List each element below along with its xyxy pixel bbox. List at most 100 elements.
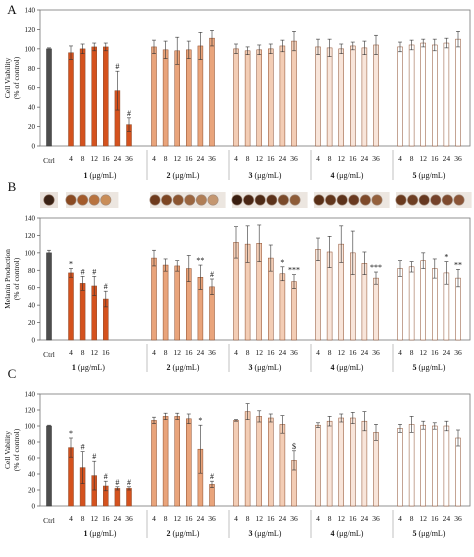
well: [77, 194, 89, 206]
well: [441, 194, 453, 206]
x-tick-label: 16: [267, 154, 275, 163]
data-bar: [408, 44, 415, 147]
data-bar: [256, 416, 262, 507]
x-tick-label: 36: [125, 514, 133, 523]
significance-mark: *: [444, 253, 448, 262]
group-number: 2: [167, 529, 171, 538]
x-tick-label: 36: [208, 348, 216, 357]
group-unit: (μg/mL): [171, 363, 200, 372]
y-tick-label: 0: [32, 337, 36, 345]
x-tick-label: 12: [173, 154, 181, 163]
x-tick-label: 16: [349, 154, 357, 163]
data-bar: [151, 420, 157, 507]
data-bar: [68, 272, 74, 341]
group-label: 4 (μg/mL): [331, 529, 364, 538]
x-tick-label: 12: [337, 348, 345, 357]
data-bar: [151, 257, 157, 341]
well: [336, 194, 348, 206]
plot-frame: [39, 217, 471, 341]
significance-mark: #: [81, 443, 85, 452]
data-bar: [197, 45, 204, 147]
y-tick-label: 40: [28, 104, 36, 112]
group-label: 2 (μg/mL): [167, 529, 200, 538]
data-bar: [443, 425, 450, 507]
data-bar: [244, 411, 251, 507]
x-tick-label: 4: [398, 154, 402, 163]
y-tick-label: 80: [28, 65, 36, 73]
x-tick-label: 12: [255, 154, 263, 163]
group-number: 4: [331, 171, 335, 180]
data-bar: [244, 50, 251, 147]
group-number: 4: [331, 363, 335, 372]
x-tick-label: 4: [398, 514, 402, 523]
x-tick-label: 16: [185, 154, 193, 163]
data-bar: [79, 283, 86, 341]
x-tick-label: 4: [316, 348, 320, 357]
y-tick-label: 100: [25, 423, 36, 431]
group-label: 1 (μg/mL): [84, 529, 117, 538]
y-tick-label: 100: [25, 249, 36, 257]
x-tick-label: 16: [102, 348, 110, 357]
data-bar: [279, 273, 286, 341]
group-unit: (μg/mL): [335, 171, 364, 180]
group-number: 1: [84, 171, 88, 180]
x-tick-label: 16: [349, 348, 357, 357]
data-bar: [350, 417, 356, 507]
x-tick-label: 8: [328, 348, 332, 357]
well: [161, 194, 173, 206]
group-unit: (μg/mL): [76, 363, 105, 372]
x-tick-label: 8: [81, 348, 85, 357]
well: [243, 194, 255, 206]
group-unit: (μg/mL): [335, 363, 364, 372]
data-bar: [256, 49, 262, 147]
control-bar: [46, 425, 52, 507]
control-bar: [46, 48, 52, 147]
data-bar: [361, 420, 368, 507]
x-tick-label: 24: [279, 154, 287, 163]
data-bar: [174, 50, 180, 147]
x-tick-label: 8: [164, 348, 168, 357]
x-tick-label: 4: [69, 348, 73, 357]
x-tick-label: 24: [443, 154, 451, 163]
x-tick-label: 8: [410, 348, 414, 357]
well: [453, 194, 465, 206]
x-tick-label: 16: [431, 514, 439, 523]
x-tick-label: 24: [443, 348, 451, 357]
panel-b-chart: B 0 20 40 60 80 100 120 140 Melanin Production (% …: [3, 179, 471, 372]
significance-mark: **: [454, 260, 462, 269]
well: [277, 194, 289, 206]
y-axis-label: Cell Viability: [3, 58, 12, 99]
y-tick-label: 20: [28, 319, 36, 327]
group-unit: (μg/mL): [88, 529, 117, 538]
x-tick-label: 12: [90, 514, 98, 523]
control-tick-label: Ctrl: [43, 156, 55, 165]
data-bar: [420, 424, 426, 507]
well: [100, 194, 112, 206]
x-tick-label: 8: [164, 514, 168, 523]
well: [65, 194, 77, 206]
x-tick-label: 16: [185, 348, 193, 357]
data-bar: [338, 417, 344, 507]
x-tick-label: 24: [361, 154, 369, 163]
x-tick-label: 24: [114, 514, 122, 523]
y-tick-label: 20: [28, 123, 36, 131]
well: [371, 194, 383, 206]
significance-mark: *: [198, 416, 202, 425]
group-label: 5 (μg/mL): [413, 171, 446, 180]
significance-mark: #: [104, 472, 108, 481]
data-bar: [397, 428, 403, 507]
well: [207, 194, 219, 206]
well: [418, 194, 430, 206]
data-bar: [432, 425, 438, 507]
x-tick-label: 4: [234, 348, 238, 357]
control-bar: [46, 252, 52, 341]
group-unit: (μg/mL): [253, 529, 282, 538]
x-tick-label: 8: [81, 514, 85, 523]
group-number: 1: [72, 363, 76, 372]
y-axis-label-units: (% of control): [12, 428, 21, 471]
group-unit: (μg/mL): [335, 529, 364, 538]
y-tick-label: 60: [28, 84, 36, 92]
y-axis-label: Cell Vability: [3, 431, 12, 469]
plot-frame: [39, 9, 471, 147]
well: [149, 194, 161, 206]
